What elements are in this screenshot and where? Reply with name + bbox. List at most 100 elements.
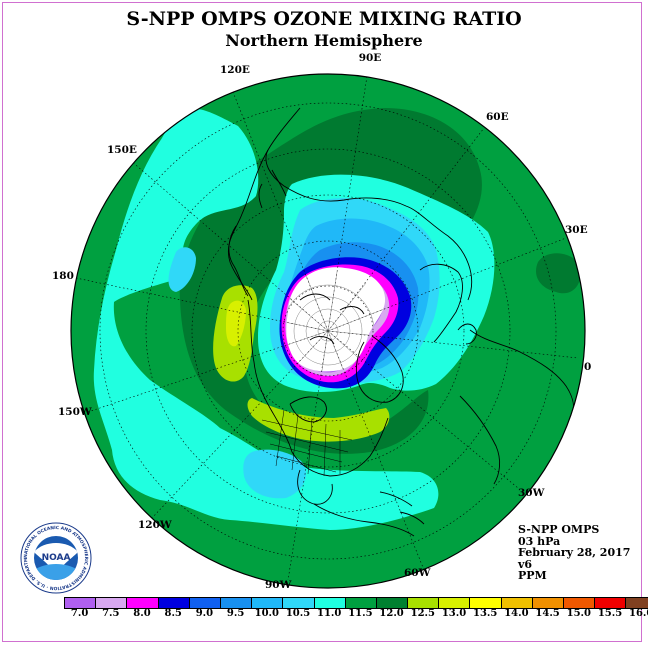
longitude-labels: 90E 60E 30E 0 30W 60W 90W 120W 150W 180 … bbox=[52, 52, 591, 591]
colorbar-segment bbox=[96, 598, 128, 608]
coast-greenland bbox=[355, 335, 404, 403]
field-yellowgreen-lighter bbox=[226, 300, 246, 347]
field-dark-east-patch bbox=[536, 253, 581, 294]
colorbar-segment bbox=[532, 598, 564, 608]
latitude-circle-50n bbox=[145, 148, 511, 514]
colorbar-segment bbox=[470, 598, 502, 608]
colorbar-segment bbox=[345, 598, 377, 608]
info-units: PPM bbox=[518, 569, 547, 582]
colorbar-tick-label: 16.0 bbox=[629, 608, 648, 619]
field-lowest-core bbox=[286, 267, 386, 372]
colorbar-segment bbox=[376, 598, 409, 608]
colorbar-segment bbox=[501, 598, 533, 608]
coastlines bbox=[228, 107, 574, 537]
plot-frame bbox=[2, 2, 642, 642]
colorbar-segment bbox=[408, 598, 440, 608]
map-boundary bbox=[70, 73, 586, 589]
colorbar-segment bbox=[252, 598, 284, 608]
coast-kamchatka bbox=[228, 225, 249, 297]
page-title: S-NPP OMPS OZONE MIXING RATIO bbox=[126, 8, 522, 30]
colorbar-segment bbox=[626, 598, 648, 608]
colorbar-segment bbox=[220, 598, 253, 608]
coast-central-america bbox=[313, 503, 415, 537]
colorbar-tick-label: 12.5 bbox=[410, 608, 435, 619]
colorbar-tick-label: 7.0 bbox=[70, 608, 89, 619]
colorbar bbox=[64, 597, 648, 609]
field-lightblue-americas bbox=[243, 449, 307, 499]
colorbar-tick-label: 11.5 bbox=[348, 608, 373, 619]
coast-uk bbox=[457, 323, 477, 345]
lon-label-0: 0 bbox=[584, 361, 591, 373]
meridian-180 bbox=[75, 277, 329, 332]
graticule bbox=[75, 75, 579, 581]
info-level: 03 hPa bbox=[518, 534, 561, 548]
lon-label-30e: 30E bbox=[565, 224, 588, 236]
meridian-30w bbox=[327, 330, 519, 489]
meridian-120e bbox=[232, 91, 329, 332]
colorbar-tick-label: 13.5 bbox=[473, 608, 498, 619]
colorbar-tick-label: 10.5 bbox=[285, 608, 311, 619]
colorbar-segment bbox=[595, 598, 627, 608]
meridian-60e bbox=[327, 127, 485, 332]
colorbar-segment bbox=[158, 598, 190, 608]
coast-europe bbox=[469, 329, 574, 421]
lon-label-60e: 60E bbox=[486, 111, 509, 123]
coast-north-america-west bbox=[247, 299, 293, 453]
colorbar-segment bbox=[564, 598, 596, 608]
colorbar-segment bbox=[283, 598, 315, 608]
coast-japan bbox=[258, 169, 287, 209]
latitude-circle-40n bbox=[99, 102, 557, 560]
page-subtitle: Northern Hemisphere bbox=[225, 31, 423, 50]
coast-arctic-islands bbox=[299, 293, 365, 345]
colorbar-tick-label: 8.0 bbox=[133, 608, 151, 619]
info-version: v6 bbox=[518, 557, 533, 571]
colorbar-tick-label: 9.5 bbox=[226, 608, 245, 619]
coast-caribbean bbox=[379, 491, 425, 525]
logo-acronym: NOAA bbox=[42, 553, 71, 563]
info-date: February 28, 2017 bbox=[518, 546, 631, 559]
info-instrument: S-NPP OMPS bbox=[518, 523, 600, 536]
field-cyan-pacific bbox=[93, 108, 439, 531]
lon-label-120e: 120E bbox=[220, 64, 250, 76]
coast-hudson bbox=[289, 396, 327, 423]
lon-label-90e: 90E bbox=[359, 52, 382, 64]
lon-label-180: 180 bbox=[52, 270, 74, 282]
colorbar-tick-label: 11.0 bbox=[317, 608, 342, 619]
us-states-grid bbox=[261, 409, 353, 477]
colorbar-tick-label: 14.0 bbox=[504, 608, 529, 619]
coast-north-america-east bbox=[291, 417, 389, 477]
lon-label-60w: 60W bbox=[404, 567, 431, 579]
coast-scandinavia bbox=[419, 263, 463, 343]
product-info: S-NPP OMPS 03 hPa February 28, 2017 v6 P… bbox=[518, 524, 630, 582]
latitude-circle-80n bbox=[282, 285, 374, 377]
lon-label-150e: 150E bbox=[107, 144, 137, 156]
colorbar-tick-label: 13.0 bbox=[441, 608, 467, 619]
latitude-circle-60n bbox=[191, 194, 465, 468]
meridian-120w bbox=[151, 330, 329, 519]
lon-label-30w: 30W bbox=[518, 487, 545, 499]
colorbar-tick-label: 12.0 bbox=[379, 608, 404, 619]
colorbar-tick-label: 8.5 bbox=[164, 608, 182, 619]
lon-label-150w: 150W bbox=[58, 406, 92, 418]
colorbar-tick-label: 15.5 bbox=[597, 608, 623, 619]
colorbar-tick-label: 9.0 bbox=[195, 608, 214, 619]
lon-label-120w: 120W bbox=[138, 519, 172, 531]
colorbar-segment bbox=[189, 598, 221, 608]
meridian-90e bbox=[327, 75, 368, 332]
field-lightblue-west-patch bbox=[168, 247, 196, 292]
noaa-logo: NATIONAL OCEANIC AND ATMOSPHERIC ADMINIS… bbox=[20, 522, 92, 594]
colorbar-tick-label: 7.5 bbox=[102, 608, 120, 619]
colorbar-tick-label: 10.0 bbox=[254, 608, 279, 619]
lon-label-90w: 90W bbox=[265, 579, 292, 591]
meridian-60w bbox=[327, 330, 425, 571]
latitude-circle-70n bbox=[237, 240, 419, 422]
colorbar-segment bbox=[314, 598, 346, 608]
colorbar-tick-label: 14.5 bbox=[535, 608, 560, 619]
colorbar-segment bbox=[439, 598, 471, 608]
meridian-30e bbox=[327, 237, 567, 332]
coast-africa-north bbox=[459, 395, 501, 485]
colorbar-segment bbox=[65, 598, 97, 608]
colorbar-labels: 7.0 7.5 8.0 8.5 9.0 9.5 10.0 10.5 11.0 11.5 12.0 12… bbox=[0, 608, 648, 622]
colorbar-tick-label: 15.0 bbox=[566, 608, 591, 619]
